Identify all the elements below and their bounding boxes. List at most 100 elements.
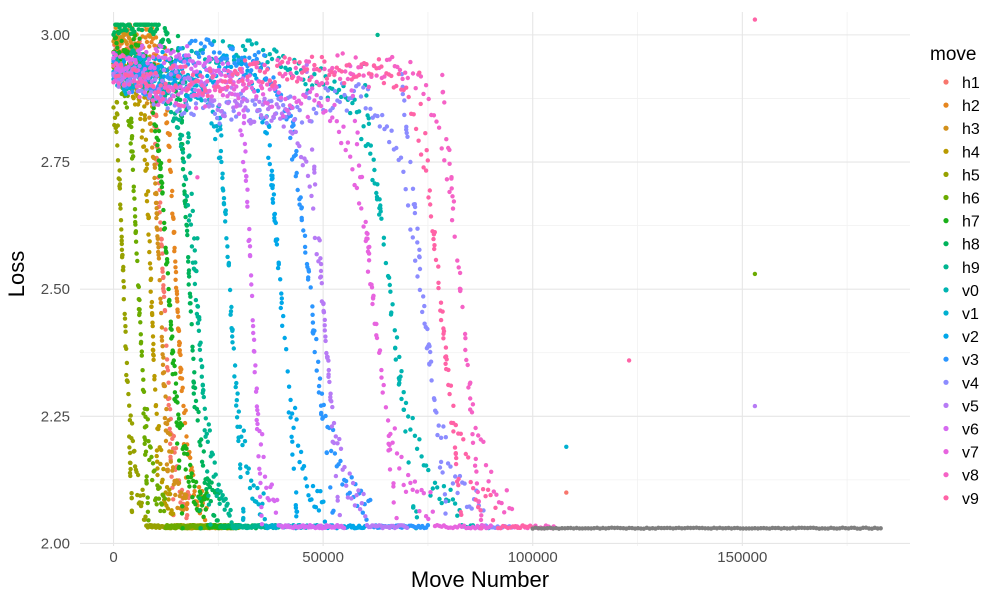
point-v2 [286, 384, 292, 389]
point-v9 [183, 64, 188, 69]
point-v1 [236, 438, 241, 444]
point-v7 [209, 94, 214, 99]
point-v6 [245, 187, 250, 192]
point-v9 [287, 56, 292, 62]
legend-label-h3: h3 [962, 121, 980, 138]
point-v7 [176, 92, 181, 97]
legend-key-v7 [943, 449, 949, 455]
point-v5 [290, 131, 295, 136]
point-h7 [172, 390, 178, 395]
point-h4 [161, 466, 166, 472]
point-v3 [317, 376, 323, 381]
point-v3 [196, 54, 202, 60]
legend-title: move [930, 44, 976, 65]
point-h8 [191, 385, 196, 390]
point-v3 [364, 517, 369, 522]
point-v4 [389, 128, 394, 133]
point-v4 [429, 378, 434, 383]
point-v6 [193, 63, 198, 68]
point-v0 [455, 513, 460, 518]
point-h8 [183, 198, 188, 203]
outlier-point-h9 [195, 236, 200, 241]
point-h7 [153, 123, 159, 129]
point-v4 [229, 117, 234, 122]
point-v0 [220, 39, 226, 44]
point-v0 [423, 463, 429, 468]
point-v2 [289, 411, 295, 416]
point-v3 [332, 451, 338, 456]
point-v3 [310, 304, 315, 309]
point-h6 [143, 452, 148, 457]
point-v9 [440, 309, 445, 314]
point-v8 [446, 145, 451, 151]
point-v5 [272, 112, 278, 117]
point-v6 [221, 67, 227, 73]
point-v8 [486, 479, 491, 484]
point-v0 [370, 177, 375, 183]
point-v4 [252, 102, 258, 107]
point-v4 [403, 187, 408, 192]
point-v9 [282, 55, 287, 60]
legend-label-v6: v6 [962, 422, 979, 439]
point-v0 [394, 335, 400, 340]
point-v4 [193, 101, 199, 106]
point-v5 [133, 74, 139, 79]
point-v3 [311, 331, 316, 336]
point-h3 [163, 428, 169, 433]
point-h9 [189, 191, 194, 196]
outlier-point-v9 [752, 17, 758, 22]
point-v8 [306, 59, 312, 64]
point-h3 [163, 394, 168, 399]
point-v5 [338, 446, 344, 451]
point-v1 [226, 263, 231, 268]
point-h6 [142, 425, 148, 430]
point-h1 [158, 220, 163, 225]
point-h6 [134, 251, 139, 256]
point-v7 [355, 130, 360, 135]
point-h6 [131, 188, 136, 194]
point-v5 [330, 404, 335, 410]
point-v3 [299, 205, 304, 210]
point-v8 [467, 381, 472, 387]
point-v9 [245, 74, 250, 80]
point-v6 [155, 49, 160, 54]
outlier-point-v1 [564, 444, 569, 449]
point-h4 [154, 453, 159, 459]
point-v6 [249, 293, 255, 299]
point-v5 [321, 310, 327, 315]
point-h8 [212, 513, 217, 518]
point-v5 [352, 503, 358, 508]
point-h6 [132, 196, 137, 201]
point-v7 [127, 55, 132, 60]
point-v6 [247, 237, 252, 243]
point-v4 [405, 203, 411, 208]
point-h8 [204, 487, 209, 492]
point-v4 [311, 106, 316, 112]
point-v1 [240, 442, 245, 448]
point-v9 [418, 152, 424, 157]
point-h9 [190, 208, 195, 214]
point-v4 [410, 186, 416, 191]
point-v7 [245, 77, 250, 83]
point-v2 [295, 443, 301, 448]
point-v5 [168, 72, 173, 77]
point-v8 [134, 84, 140, 89]
point-v9 [151, 84, 156, 89]
point-h4 [144, 199, 150, 204]
point-h8 [215, 518, 220, 523]
point-v4 [402, 98, 407, 103]
point-v9 [280, 59, 285, 65]
point-v4 [318, 95, 324, 101]
point-v8 [509, 506, 515, 512]
point-h8 [179, 120, 184, 125]
point-v2 [272, 215, 277, 221]
point-v7 [354, 185, 360, 191]
point-v1 [219, 159, 224, 165]
legend-key-v8 [943, 472, 949, 478]
point-h9 [192, 248, 197, 253]
point-h5 [128, 460, 133, 466]
point-h3 [170, 468, 175, 473]
point-h5 [119, 227, 124, 232]
point-v6 [264, 485, 269, 490]
point-h6 [150, 461, 156, 466]
